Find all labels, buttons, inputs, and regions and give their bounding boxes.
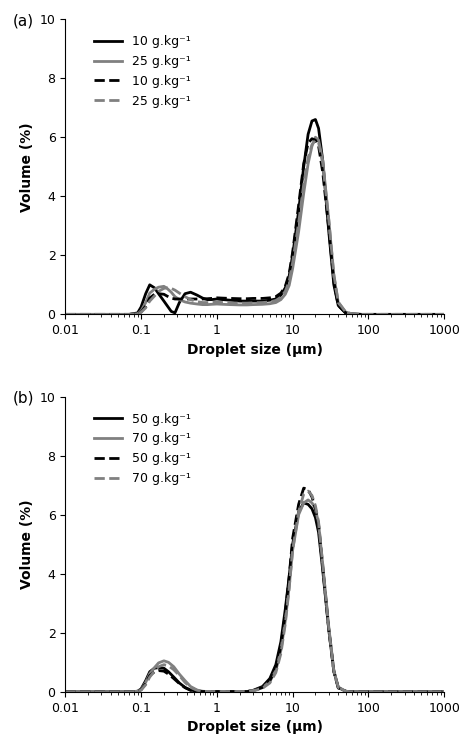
Text: (b): (b) <box>12 390 34 405</box>
X-axis label: Droplet size (μm): Droplet size (μm) <box>187 720 323 734</box>
Legend: 50 g.kg⁻¹, 70 g.kg⁻¹, 50 g.kg⁻¹, 70 g.kg⁻¹: 50 g.kg⁻¹, 70 g.kg⁻¹, 50 g.kg⁻¹, 70 g.kg… <box>91 408 194 489</box>
Legend: 10 g.kg⁻¹, 25 g.kg⁻¹, 10 g.kg⁻¹, 25 g.kg⁻¹: 10 g.kg⁻¹, 25 g.kg⁻¹, 10 g.kg⁻¹, 25 g.kg… <box>91 31 194 111</box>
Y-axis label: Volume (%): Volume (%) <box>20 122 34 212</box>
Y-axis label: Volume (%): Volume (%) <box>20 500 34 589</box>
Text: (a): (a) <box>12 13 33 28</box>
X-axis label: Droplet size (μm): Droplet size (μm) <box>187 343 323 357</box>
